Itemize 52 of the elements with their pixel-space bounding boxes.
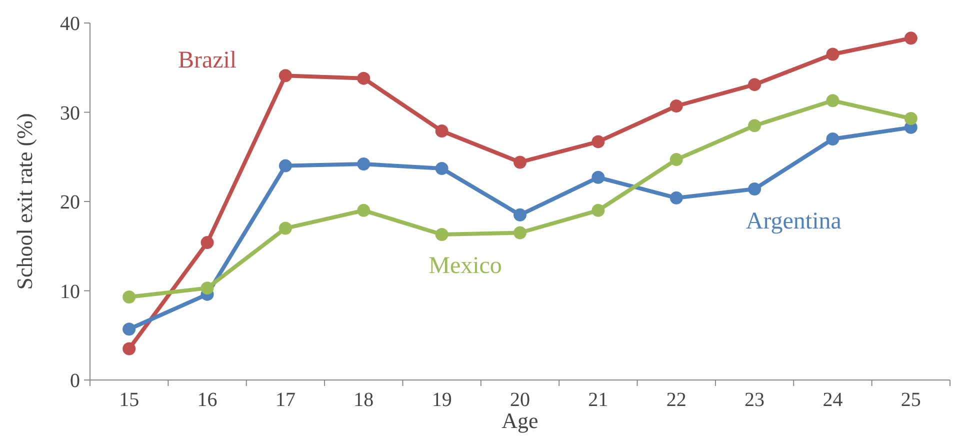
y-axis-title: School exit rate (%) [12, 113, 37, 290]
point [122, 290, 136, 304]
x-tick-label: 24 [822, 389, 843, 411]
point [748, 78, 762, 92]
y-tick-label: 10 [60, 280, 80, 303]
point [670, 153, 683, 166]
x-tick-label: 16 [197, 389, 218, 411]
x-tick-label: 15 [119, 389, 140, 411]
y-tick-label: 40 [60, 13, 80, 35]
x-tick-label: 21 [588, 389, 608, 411]
y-tick-label: 0 [70, 370, 80, 392]
point [357, 72, 370, 85]
point [278, 222, 292, 235]
point [826, 94, 840, 108]
x-tick-label: 19 [432, 389, 452, 411]
point [670, 191, 683, 204]
point [435, 228, 448, 242]
x-tick-label: 25 [900, 389, 921, 411]
x-tick-label: 18 [354, 389, 374, 411]
series-label: Brazil [178, 48, 237, 74]
x-axis-title: Age [502, 408, 538, 433]
x-tick-label: 22 [666, 389, 686, 411]
y-tick-label: 30 [60, 102, 80, 124]
series-label: Mexico [428, 252, 502, 279]
point [357, 158, 370, 171]
point [122, 322, 136, 336]
point [200, 236, 214, 250]
point [748, 119, 762, 132]
point [592, 170, 605, 184]
series-label: Argentina [746, 208, 842, 234]
point [200, 282, 214, 295]
point [357, 204, 370, 217]
point [826, 132, 840, 146]
point [514, 156, 526, 169]
x-tick-label: 17 [275, 389, 296, 411]
y-tick-label: 20 [60, 192, 80, 214]
point [904, 112, 918, 125]
x-tick-label: 20 [510, 389, 530, 411]
point [278, 159, 292, 172]
point [514, 226, 526, 240]
point [592, 204, 605, 217]
point [435, 162, 448, 175]
point [278, 69, 292, 82]
point [592, 135, 605, 148]
point [826, 48, 840, 61]
point [670, 100, 683, 113]
point [748, 182, 762, 196]
point [435, 124, 448, 138]
point [122, 342, 136, 356]
point [514, 208, 526, 222]
x-tick-label: 23 [744, 389, 765, 411]
point [904, 32, 918, 45]
